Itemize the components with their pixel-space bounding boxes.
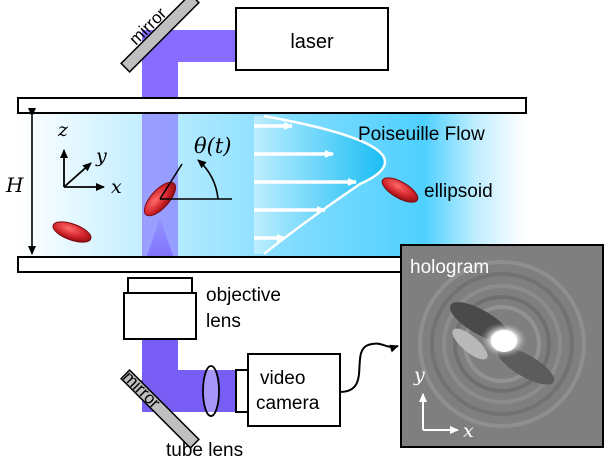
mirror-bottom — [120, 369, 200, 449]
channel-wall-top — [17, 97, 527, 114]
poiseuille-flow-label: Poiseuille Flow — [358, 124, 485, 145]
laser-box — [235, 7, 389, 71]
flow-velocity-profile — [254, 116, 385, 254]
axis-y-label: y — [95, 145, 107, 167]
video-camera-label-line2: camera — [256, 393, 320, 414]
hologram-label: hologram — [410, 257, 489, 278]
hologram-panel — [400, 244, 604, 448]
laser-label: laser — [290, 31, 334, 53]
angle-symbol: θ(t) — [194, 134, 231, 158]
coordinate-axes — [60, 149, 105, 191]
objective-label-line2: lens — [206, 311, 241, 332]
video-camera-label-line1: video — [260, 368, 305, 389]
axis-z-label: z — [57, 119, 69, 141]
hologram-axes — [419, 393, 459, 434]
ellipsoid-particle-left — [52, 221, 92, 243]
objective-lens-top — [127, 277, 193, 294]
ellipsoid-label: ellipsoid — [424, 181, 493, 202]
tube-lens — [202, 365, 220, 417]
hologram-axis-y-label: y — [413, 364, 425, 386]
video-camera-box — [247, 353, 341, 427]
laser-beam-top — [142, 30, 236, 113]
tube-lens-label: tube lens — [166, 440, 243, 461]
axis-x-label: x — [111, 176, 122, 198]
angle-arc — [197, 159, 219, 200]
flow-arrows — [254, 122, 357, 242]
hologram-axis-x-label: x — [463, 420, 474, 442]
camera-to-hologram-cable — [339, 342, 399, 393]
laser-beam-bottom — [142, 338, 240, 412]
objective-lens-body — [123, 292, 197, 340]
objective-label-line1: objective — [206, 285, 281, 306]
mirror-top — [120, 0, 200, 73]
flow-profile-outline — [263, 114, 387, 255]
ellipsoid-particle-right — [381, 177, 419, 203]
angle-axis-line — [159, 163, 183, 200]
height-symbol: H — [5, 173, 24, 197]
